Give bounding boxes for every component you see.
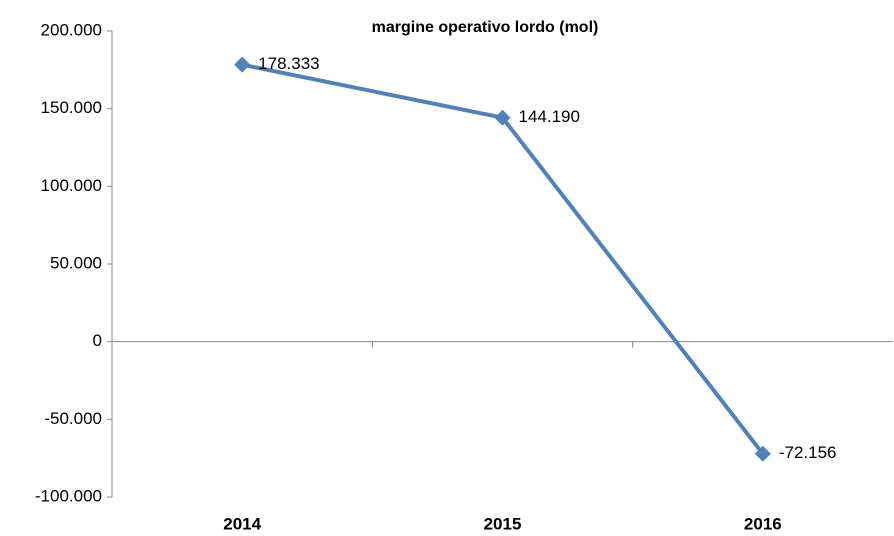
y-tick-label: 50.000 <box>50 253 102 272</box>
marker <box>234 56 251 73</box>
data-label: 178.333 <box>258 54 319 73</box>
marker <box>494 109 511 126</box>
y-tick-label: -50.000 <box>44 409 102 428</box>
y-tick-label: -100.000 <box>35 486 102 505</box>
marker <box>754 445 771 462</box>
data-label: -72.156 <box>779 443 837 462</box>
data-label: 144.190 <box>519 107 580 126</box>
y-tick-label: 150.000 <box>41 98 102 117</box>
x-tick-label: 2014 <box>223 514 261 533</box>
x-tick-label: 2015 <box>484 514 522 533</box>
x-tick-label: 2016 <box>744 514 782 533</box>
y-tick-label: 0 <box>93 331 102 350</box>
y-tick-label: 100.000 <box>41 176 102 195</box>
y-tick-label: 200.000 <box>41 20 102 39</box>
chart-title: margine operativo lordo (mol) <box>372 19 599 36</box>
